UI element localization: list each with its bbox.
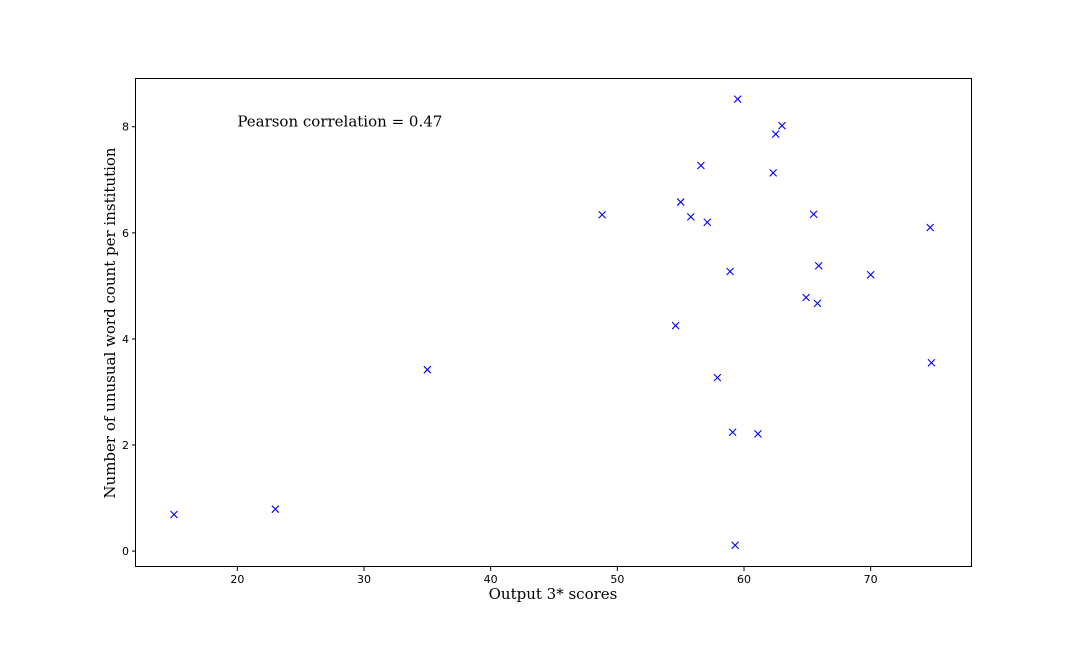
y-tick-label: 0 — [122, 545, 129, 558]
data-point — [813, 299, 822, 308]
data-point — [771, 130, 780, 139]
plot-frame — [135, 78, 972, 567]
data-point — [814, 261, 823, 270]
data-point — [866, 270, 875, 279]
data-point — [809, 210, 818, 219]
x-axis-label: Output 3* scores — [489, 585, 618, 603]
data-point — [598, 210, 607, 219]
x-tick-label: 30 — [357, 573, 371, 586]
data-point — [731, 541, 740, 550]
data-point — [697, 161, 705, 170]
data-point — [703, 218, 712, 227]
correlation-annotation: Pearson correlation = 0.47 — [237, 113, 442, 131]
data-points — [170, 95, 936, 550]
data-point — [778, 121, 786, 130]
x-tick-label: 60 — [737, 573, 751, 586]
data-point — [802, 293, 810, 302]
data-point — [170, 510, 178, 519]
data-point — [733, 95, 742, 104]
data-point — [271, 505, 280, 514]
data-point — [676, 198, 685, 206]
data-point — [671, 321, 680, 330]
y-tick-label: 4 — [122, 333, 129, 346]
data-point — [769, 168, 778, 177]
data-point — [423, 365, 432, 374]
data-point — [754, 429, 762, 438]
x-tick-label: 50 — [610, 573, 624, 586]
x-axis-ticks: 20 30 40 50 60 70 — [230, 567, 878, 586]
data-point — [686, 213, 695, 221]
y-axis-ticks: 0 2 4 6 8 — [122, 121, 136, 558]
data-point — [927, 358, 936, 367]
x-tick-label: 20 — [230, 573, 244, 586]
data-point — [728, 428, 737, 437]
data-point — [726, 267, 734, 276]
x-tick-label: 70 — [864, 573, 878, 586]
y-tick-label: 2 — [122, 439, 129, 452]
data-point — [926, 223, 935, 232]
y-tick-label: 8 — [122, 121, 129, 134]
y-tick-label: 6 — [122, 227, 129, 240]
data-point — [713, 373, 722, 382]
y-axis-label: Number of unusual word count per institu… — [101, 147, 119, 499]
x-tick-label: 40 — [484, 573, 498, 586]
